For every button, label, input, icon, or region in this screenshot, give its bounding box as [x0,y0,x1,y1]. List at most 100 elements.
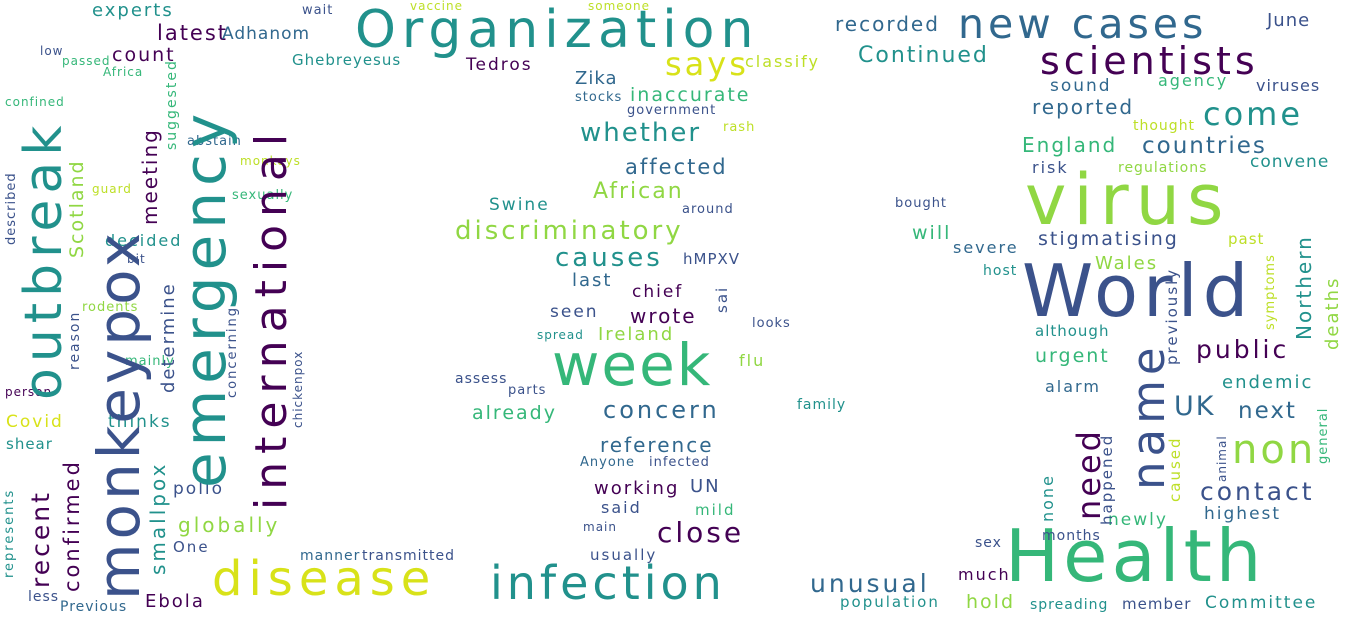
word: latest [157,21,229,45]
word: much [958,565,1011,584]
word: bought [895,196,948,211]
word: regulations [1118,160,1208,176]
word: infection [490,556,726,610]
word: previously [1163,267,1181,365]
word: mild [695,501,736,519]
word: main [583,520,617,534]
word: passed [62,54,111,68]
word: government [627,103,717,118]
word: polio [173,479,225,499]
word: sai [713,285,731,313]
word: vaccine [410,0,463,13]
word: highest [1204,504,1282,524]
word: abstain [187,134,242,149]
word: decided [105,231,183,250]
word: Tedros [466,55,533,75]
word: Zika [575,68,618,89]
word: mainly [125,354,175,369]
word: risk [1032,158,1069,177]
word: come [1203,95,1304,133]
word: Previous [60,599,128,615]
word: severe [953,238,1019,257]
word: wait [302,3,334,18]
word: urgent [1035,345,1110,367]
word: Ghebreyesus [292,51,402,69]
word: transmitted [362,548,455,564]
word: wrote [630,304,697,328]
word: sexually [232,188,294,203]
word: Ireland [598,324,675,345]
word: Adhanom [222,24,311,44]
word: recorded [835,12,940,36]
word: convene [1250,152,1330,172]
word: represents [2,488,17,578]
word: thinks [108,412,172,432]
word: confirmed [60,459,84,592]
word: Wales [1095,253,1159,274]
word: seen [550,302,599,322]
word: assess [455,371,508,387]
word: confined [5,95,65,109]
word: working [594,478,680,499]
word: months [1042,528,1101,544]
word: inaccurate [630,84,751,106]
word: suggested [164,59,180,150]
word: newly [1108,510,1168,530]
word: Anyone [580,455,636,470]
word: already [472,402,557,424]
word: One [173,538,210,556]
word: unusual [810,569,930,598]
word: none [1038,474,1057,522]
word: World [1022,249,1254,333]
word: last [572,270,613,291]
word: rodents [82,300,139,315]
word: stocks [575,90,623,105]
word: African [593,179,684,204]
word: less [28,589,60,605]
word: outbreak [14,119,74,400]
word: stigmatising [1038,228,1179,250]
word: member [1122,595,1192,613]
word: bit [127,252,146,266]
word: population [840,593,940,611]
word: international [246,125,297,510]
word: chickenpox [291,350,305,428]
word: agency [1158,71,1229,90]
word: will [912,222,952,244]
word: hold [966,591,1016,613]
word: Health [1005,514,1266,598]
word: parts [508,383,547,398]
word: Swine [489,195,550,215]
word: spreading [1030,597,1109,613]
word: concerning [225,306,240,398]
word: caused [1166,436,1184,502]
word: week [552,331,713,399]
word: said [601,498,642,517]
word: alarm [1045,377,1101,396]
word: family [797,397,847,413]
word: UK [1174,391,1216,422]
word: around [682,202,734,217]
word: hMPXV [683,250,741,268]
word: says [665,45,749,83]
word: happened [1098,433,1116,525]
word: reference [600,433,714,457]
word: sex [975,535,1002,551]
word: host [983,263,1018,279]
word: guard [92,182,132,196]
word: animal [1215,435,1229,482]
word: viruses [1256,76,1321,95]
word: close [657,516,745,549]
word: shear [6,435,53,453]
word: causes [555,243,663,273]
word: Covid [6,412,64,432]
word: past [1228,230,1265,248]
word: virus [1025,159,1231,241]
word: although [1035,322,1110,340]
word: thought [1133,118,1196,134]
word: recent [26,490,55,588]
word: Continued [858,43,989,68]
word: whether [580,118,702,148]
word: non [1232,427,1317,473]
word: rash [723,120,756,135]
